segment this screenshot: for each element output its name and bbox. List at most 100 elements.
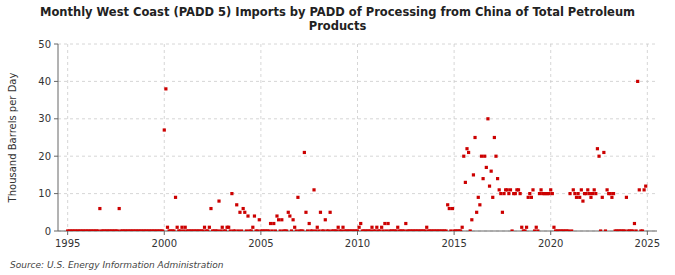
point [303, 151, 306, 154]
point [459, 229, 462, 231]
point [269, 222, 272, 225]
point [174, 196, 177, 199]
point [502, 192, 505, 195]
point [596, 147, 599, 150]
grid-line [67, 44, 68, 231]
point [227, 226, 230, 229]
point [593, 188, 596, 191]
point [597, 155, 600, 158]
point [118, 207, 121, 210]
point [327, 229, 330, 231]
point [359, 222, 362, 225]
point [275, 214, 278, 217]
point [490, 170, 493, 173]
x-tick-label: 2000 [152, 238, 177, 249]
point [539, 188, 542, 191]
point [473, 136, 476, 139]
point [538, 192, 541, 195]
x-tick [454, 231, 455, 235]
point [493, 136, 496, 139]
point [251, 226, 254, 229]
point [475, 211, 478, 214]
point [494, 155, 497, 158]
point [369, 229, 372, 231]
point [277, 218, 280, 221]
point [216, 229, 219, 231]
point [535, 226, 538, 229]
point [485, 166, 488, 169]
point [206, 229, 209, 231]
point [329, 211, 332, 214]
point [395, 229, 398, 231]
point [528, 192, 531, 195]
point [237, 229, 240, 231]
point [201, 229, 204, 231]
point [480, 155, 483, 158]
point [335, 229, 338, 231]
grid-line [550, 44, 551, 231]
point [548, 192, 551, 195]
point [425, 226, 428, 229]
point [243, 211, 246, 214]
point [599, 229, 602, 231]
point [245, 229, 248, 231]
point [306, 229, 309, 231]
grid-line [164, 44, 165, 231]
point [446, 203, 449, 206]
point [378, 229, 381, 231]
point [161, 229, 164, 231]
point [638, 188, 641, 191]
point [217, 199, 220, 202]
point [491, 196, 494, 199]
point [634, 229, 637, 231]
point [585, 192, 588, 195]
point [523, 229, 526, 231]
point [163, 128, 166, 131]
point [594, 192, 597, 195]
y-tick [54, 118, 58, 119]
y-axis-line [58, 44, 59, 231]
point [230, 192, 233, 195]
point [612, 192, 615, 195]
point [358, 226, 361, 229]
point [625, 196, 628, 199]
point [586, 188, 589, 191]
point [403, 229, 406, 231]
x-tick [67, 231, 68, 235]
title-line: Monthly West Coast (PADD 5) Imports by P… [40, 5, 635, 19]
point [519, 192, 522, 195]
point [385, 229, 388, 231]
point [267, 229, 270, 231]
x-tick-label: 2005 [248, 238, 273, 249]
point [530, 196, 533, 199]
point [449, 229, 452, 231]
point [573, 192, 576, 195]
point [341, 226, 344, 229]
point [509, 188, 512, 191]
point [291, 218, 294, 221]
point [179, 229, 182, 231]
point [203, 226, 206, 229]
point [470, 218, 473, 221]
point [477, 196, 480, 199]
point [164, 87, 167, 90]
point [424, 229, 427, 231]
point [498, 188, 501, 191]
point [356, 229, 359, 231]
point [280, 218, 283, 221]
point [288, 214, 291, 217]
point [386, 222, 389, 225]
point [238, 211, 241, 214]
x-tick-label: 2010 [345, 238, 370, 249]
point [404, 222, 407, 225]
point [643, 188, 646, 191]
point [527, 196, 530, 199]
point [483, 155, 486, 158]
point [311, 229, 314, 231]
point [370, 226, 373, 229]
y-tick-label: 30 [38, 113, 51, 124]
point [510, 229, 513, 231]
point [533, 229, 536, 231]
x-tick-label: 2025 [635, 238, 660, 249]
source-note: Source: U.S. Energy Information Administ… [10, 260, 224, 270]
